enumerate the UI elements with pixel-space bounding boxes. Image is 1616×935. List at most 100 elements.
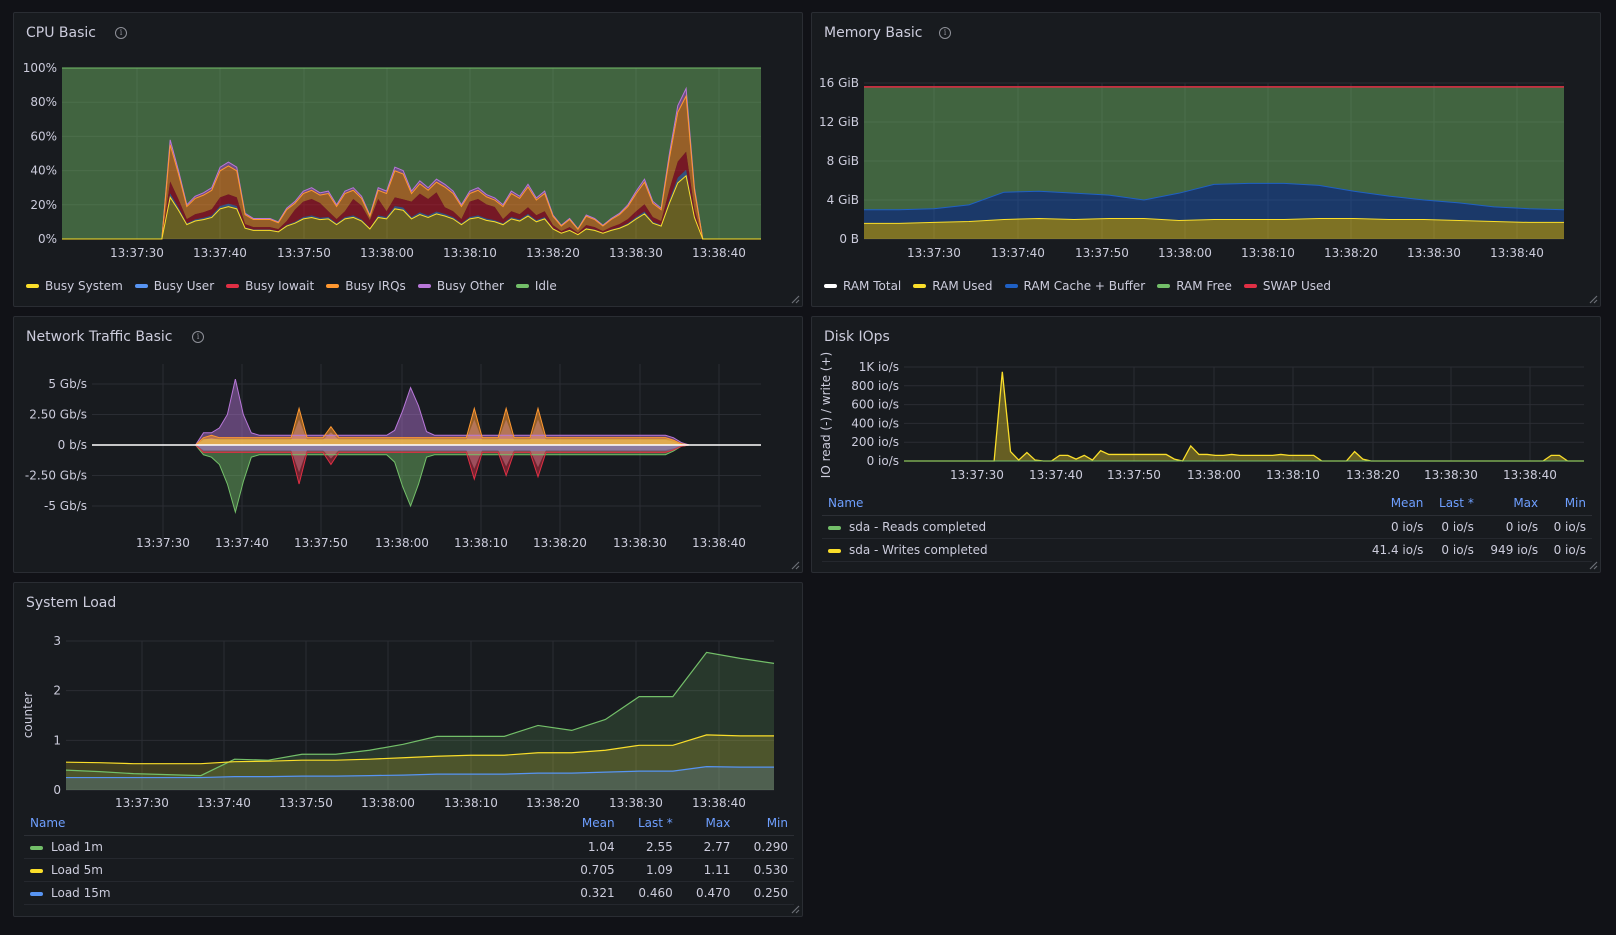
x-tick-label: 13:38:10: [454, 536, 508, 550]
column-header-min[interactable]: Min: [736, 814, 794, 836]
table-row[interactable]: sda - Writes completed 41.4 io/s 0 io/s 949…: [822, 538, 1592, 562]
y-tick-label: -5 Gb/s: [44, 499, 87, 513]
legend-swatch: [913, 284, 927, 288]
x-tick-label: 13:38:10: [1266, 468, 1320, 482]
info-icon[interactable]: i: [115, 27, 127, 39]
purple-line: [92, 379, 761, 446]
legend-item[interactable]: RAM Used: [913, 279, 993, 293]
x-tick-label: 13:38:30: [613, 536, 667, 550]
column-header-mean[interactable]: Mean: [1361, 494, 1430, 516]
legend-item[interactable]: Busy User: [134, 279, 214, 293]
y-tick-label: 200 io/s: [851, 435, 899, 449]
x-tick-label: 13:38:40: [1503, 468, 1557, 482]
column-header-last[interactable]: Last *: [1429, 494, 1480, 516]
resize-handle[interactable]: [791, 905, 800, 914]
series-name[interactable]: sda - Writes completed: [822, 538, 1361, 562]
busy-other-line: [62, 86, 761, 240]
x-tick-label: 13:38:20: [526, 796, 580, 810]
y-tick-label: 2.50 Gb/s: [29, 408, 87, 422]
blue-area: [92, 445, 761, 452]
resize-handle[interactable]: [791, 295, 800, 304]
legend-swatch: [1004, 284, 1018, 288]
legend-item[interactable]: Idle: [515, 279, 557, 293]
legend-swatch: [828, 525, 841, 530]
x-tick-label: 13:38:40: [692, 246, 746, 260]
disk-chart[interactable]: 0 io/s 200 io/s 400 io/s 600 io/s 800 io/s 1K…: [812, 317, 1602, 497]
legend-swatch: [1157, 284, 1171, 288]
legend-item[interactable]: SWAP Used: [1243, 279, 1331, 293]
x-tick-label: 13:38:10: [1241, 246, 1295, 260]
legend-label: Busy IRQs: [345, 279, 406, 293]
legend-item[interactable]: Busy System: [26, 279, 123, 293]
legend-label: Busy Other: [436, 279, 504, 293]
column-header-max[interactable]: Max: [1479, 494, 1545, 516]
x-tick-label: 13:37:30: [115, 796, 169, 810]
network-chart[interactable]: 5 Gb/s 2.50 Gb/s 0 b/s -2.50 Gb/s -5 Gb/s 13:…: [14, 317, 804, 574]
x-tick-label: 13:38:30: [1424, 468, 1478, 482]
cpu-chart[interactable]: 0% 20% 40% 60% 80% 100% 13:37:30 13:37:40 13:37:…: [14, 13, 804, 273]
x-tick-label: 13:37:40: [215, 536, 269, 550]
table-row[interactable]: sda - Reads completed 0 io/s 0 io/s 0 io/s 0…: [822, 515, 1592, 539]
panel-title[interactable]: Network Traffic Basic: [26, 329, 173, 345]
table-row[interactable]: Load 15m 0.321 0.460 0.470 0.250: [24, 881, 794, 905]
column-header-last[interactable]: Last *: [620, 814, 679, 836]
legend-label: RAM Cache + Buffer: [1023, 279, 1146, 293]
series-name[interactable]: Load 15m: [24, 881, 563, 905]
y-axis-label: IO read (-) / write (+): [819, 352, 833, 478]
table-row[interactable]: Load 5m 0.705 1.09 1.11 0.530: [24, 858, 794, 882]
column-header-min[interactable]: Min: [1544, 494, 1592, 516]
column-header-name[interactable]: Name: [24, 814, 563, 836]
x-tick-label: 13:37:40: [991, 246, 1045, 260]
x-tick-label: 13:37:50: [1107, 468, 1161, 482]
legend-item[interactable]: RAM Free: [1157, 279, 1232, 293]
cell-mean: 0.321: [563, 881, 621, 905]
series-line-3: [66, 766, 774, 779]
panel-title[interactable]: Disk IOps: [824, 329, 890, 345]
series-name[interactable]: Load 1m: [24, 835, 563, 859]
system-load-panel: System Load 0 1 2 3 13:37:30 13:37:40 13:37:50…: [13, 582, 803, 917]
memory-legend: RAM Total RAM Used RAM Cache + Buffer RAM F…: [824, 279, 1331, 293]
resize-handle[interactable]: [1589, 561, 1598, 570]
cell-mean: 0.705: [563, 858, 621, 882]
ram-free-area: [864, 86, 1564, 210]
legend-item[interactable]: Busy IRQs: [326, 279, 406, 293]
resize-handle[interactable]: [1589, 295, 1598, 304]
series-name[interactable]: sda - Reads completed: [822, 515, 1361, 539]
legend-item[interactable]: Busy Other: [417, 279, 504, 293]
table-row[interactable]: Load 1m 1.04 2.55 2.77 0.290: [24, 835, 794, 859]
panel-title[interactable]: CPU Basic: [26, 25, 96, 41]
memory-chart[interactable]: 0 B 4 GiB 8 GiB 12 GiB 16 GiB 13:37:30 13:37:4…: [812, 13, 1602, 273]
y-axis-label: counter: [21, 692, 35, 738]
busy-system-line: [62, 174, 761, 240]
y-tick-label: 800 io/s: [851, 379, 899, 393]
y-tick-label: -2.50 Gb/s: [25, 469, 87, 483]
legend-item[interactable]: Busy Iowait: [226, 279, 314, 293]
x-tick-label: 13:38:40: [692, 536, 746, 550]
cell-min: 0.290: [736, 835, 794, 859]
info-icon[interactable]: i: [192, 331, 204, 343]
series-name[interactable]: Load 5m: [24, 858, 563, 882]
legend-label: Busy System: [45, 279, 123, 293]
legend-swatch: [30, 891, 43, 896]
system-load-chart[interactable]: 0 1 2 3 13:37:30 13:37:40 13:37:50 13:38:00 13:3…: [14, 583, 804, 813]
column-header-mean[interactable]: Mean: [563, 814, 621, 836]
x-tick-label: 13:38:10: [443, 246, 497, 260]
ram-used-line: [864, 218, 1564, 224]
y-tick-label: 0 io/s: [867, 454, 899, 468]
x-tick-label: 13:37:40: [1029, 468, 1083, 482]
x-tick-label: 13:37:40: [197, 796, 251, 810]
x-tick-label: 13:37:40: [193, 246, 247, 260]
x-tick-label: 13:38:00: [1187, 468, 1241, 482]
x-tick-label: 13:38:00: [375, 536, 429, 550]
legend-item[interactable]: RAM Cache + Buffer: [1004, 279, 1146, 293]
legend-swatch: [226, 284, 240, 288]
info-icon[interactable]: i: [939, 27, 951, 39]
column-header-name[interactable]: Name: [822, 494, 1361, 516]
panel-title[interactable]: Memory Basic: [824, 25, 923, 41]
cell-min: 0.530: [736, 858, 794, 882]
cell-last: 2.55: [620, 835, 679, 859]
panel-title[interactable]: System Load: [26, 595, 117, 611]
column-header-max[interactable]: Max: [678, 814, 737, 836]
resize-handle[interactable]: [791, 561, 800, 570]
legend-item[interactable]: RAM Total: [824, 279, 901, 293]
